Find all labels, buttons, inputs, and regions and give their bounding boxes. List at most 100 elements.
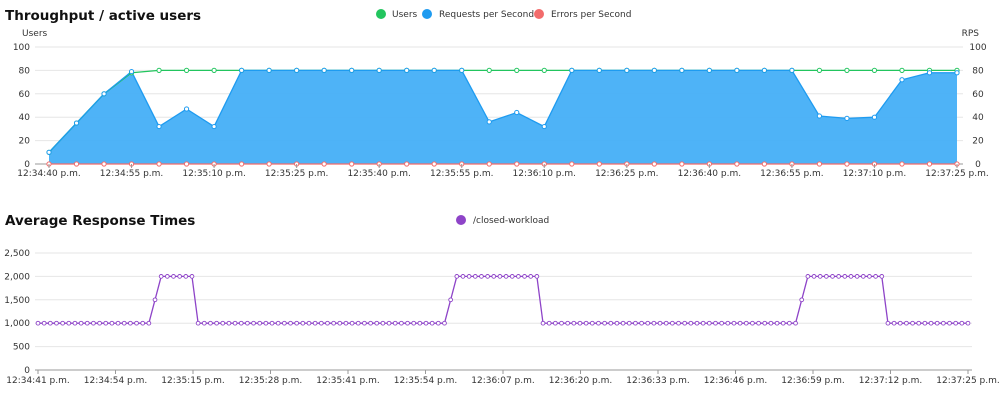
users-line	[48, 69, 957, 153]
chart1-xtick-label: 12:35:55 p.m.	[430, 169, 493, 179]
users-point	[514, 67, 520, 74]
closed-workload-point	[639, 320, 644, 326]
closed-workload-point	[787, 320, 792, 326]
closed-workload-point	[214, 320, 219, 326]
closed-workload-point	[589, 320, 595, 326]
closed-workload-point	[201, 320, 207, 326]
closed-workload-point	[959, 320, 965, 326]
chart1-ytick-left: 100	[13, 43, 30, 53]
closed-workload-point	[891, 320, 897, 326]
closed-workload-point	[805, 274, 811, 279]
legend-rps-label: Requests per Second	[439, 10, 534, 20]
chart1-ticks: 0 0 20 20 40 40 60 60 80 80 100 100 12:34:40 p.m. 12:…	[13, 43, 989, 179]
closed-workload-point	[768, 320, 774, 326]
closed-workload-point	[633, 320, 638, 326]
closed-workload-point	[879, 274, 885, 279]
chart2-ytick: 500	[13, 343, 30, 353]
chart1-ytick-left: 20	[19, 137, 31, 147]
closed-workload-point	[195, 320, 201, 326]
users-point	[486, 67, 492, 74]
legend-rps-swatch	[422, 9, 432, 19]
closed-workload-point	[682, 320, 688, 326]
legend-errors-swatch	[534, 9, 544, 19]
closed-workload-point	[84, 320, 90, 326]
chart1-ytick-left: 40	[19, 113, 31, 123]
closed-workload-point	[688, 320, 694, 326]
chart2-xtick-label: 12:37:25 p.m.	[936, 376, 999, 386]
requests-per-second-point	[101, 91, 107, 97]
closed-workload-point	[614, 320, 620, 326]
closed-workload-point	[608, 320, 614, 326]
errors-per-second-point	[404, 161, 410, 167]
closed-workload-point	[386, 320, 392, 326]
users-point	[156, 67, 162, 74]
chart2-ytick: 1,000	[4, 319, 30, 329]
closed-workload-point	[953, 320, 959, 326]
requests-per-second-point	[624, 67, 630, 74]
chart1-marks	[46, 67, 960, 167]
closed-workload-point	[140, 320, 146, 326]
closed-workload-point	[349, 320, 355, 326]
requests-per-second-point	[46, 149, 52, 155]
chart1-xtick-label: 12:37:10 p.m.	[843, 169, 906, 179]
closed-workload-point	[47, 320, 53, 326]
errors-per-second-point	[596, 161, 602, 167]
closed-workload-point	[756, 320, 761, 326]
closed-workload-point	[454, 274, 460, 279]
closed-workload-point	[645, 320, 651, 326]
closed-workload-point	[152, 297, 158, 303]
closed-workload-point	[799, 297, 805, 303]
chart1-ylabel-right: RPS	[962, 29, 980, 39]
closed-workload-point	[676, 320, 681, 326]
closed-workload-point	[306, 320, 312, 326]
chart1-ylabel-left: Users	[22, 29, 48, 39]
closed-workload-point	[158, 274, 164, 279]
closed-workload-point	[670, 320, 675, 326]
chart2-xtick-label: 12:35:54 p.m.	[394, 376, 457, 386]
chart2-xtick-label: 12:35:28 p.m.	[239, 376, 302, 386]
chart1-xtick-label: 12:35:10 p.m.	[182, 169, 245, 179]
requests-per-second-point	[734, 67, 740, 74]
chart2-xtick-label: 12:35:15 p.m.	[161, 376, 224, 386]
closed-workload-point	[867, 274, 872, 279]
chart2-legend: /closed-workload	[456, 215, 549, 226]
closed-workload-point	[208, 320, 213, 326]
closed-workload-point	[128, 320, 133, 326]
closed-workload-point	[54, 320, 59, 326]
errors-per-second-point	[899, 161, 905, 167]
closed-workload-point	[164, 274, 170, 279]
chart1-xtick-label: 12:34:40 p.m.	[17, 169, 80, 179]
errors-per-second-point	[651, 161, 657, 167]
errors-per-second-point	[844, 161, 850, 167]
errors-per-second-point	[761, 161, 767, 167]
chart1-ytick-right: 60	[972, 90, 984, 100]
closed-workload-point	[817, 274, 823, 279]
closed-workload-point	[189, 274, 195, 279]
closed-workload-point	[66, 320, 72, 326]
requests-per-second-point	[459, 67, 465, 74]
closed-workload-point	[596, 320, 601, 326]
users-point	[816, 67, 823, 74]
legend-closed-workload-swatch	[456, 215, 466, 225]
chart1-ytick-right: 80	[972, 66, 984, 76]
closed-workload-point	[774, 320, 780, 326]
chart2-xtick-label: 12:36:20 p.m.	[549, 376, 612, 386]
requests-per-second-point	[651, 67, 657, 74]
closed-workload-point	[134, 320, 139, 326]
chart1-title: Throughput / active users	[5, 8, 201, 24]
closed-workload-point	[325, 320, 330, 326]
closed-workload-point	[355, 320, 361, 326]
closed-workload-point	[651, 320, 657, 326]
requests-per-second-point	[183, 106, 190, 112]
closed-workload-point	[183, 274, 189, 279]
closed-workload-point	[503, 274, 509, 279]
closed-workload-point	[41, 320, 47, 326]
chart1-xtick-label: 12:36:40 p.m.	[678, 169, 741, 179]
users-point	[844, 67, 850, 74]
closed-workload-point	[220, 320, 226, 326]
closed-workload-point	[965, 320, 971, 326]
requests-per-second-point	[211, 123, 217, 130]
closed-workload-point	[282, 320, 287, 326]
closed-workload-point	[115, 320, 121, 326]
closed-workload-point	[466, 274, 472, 279]
